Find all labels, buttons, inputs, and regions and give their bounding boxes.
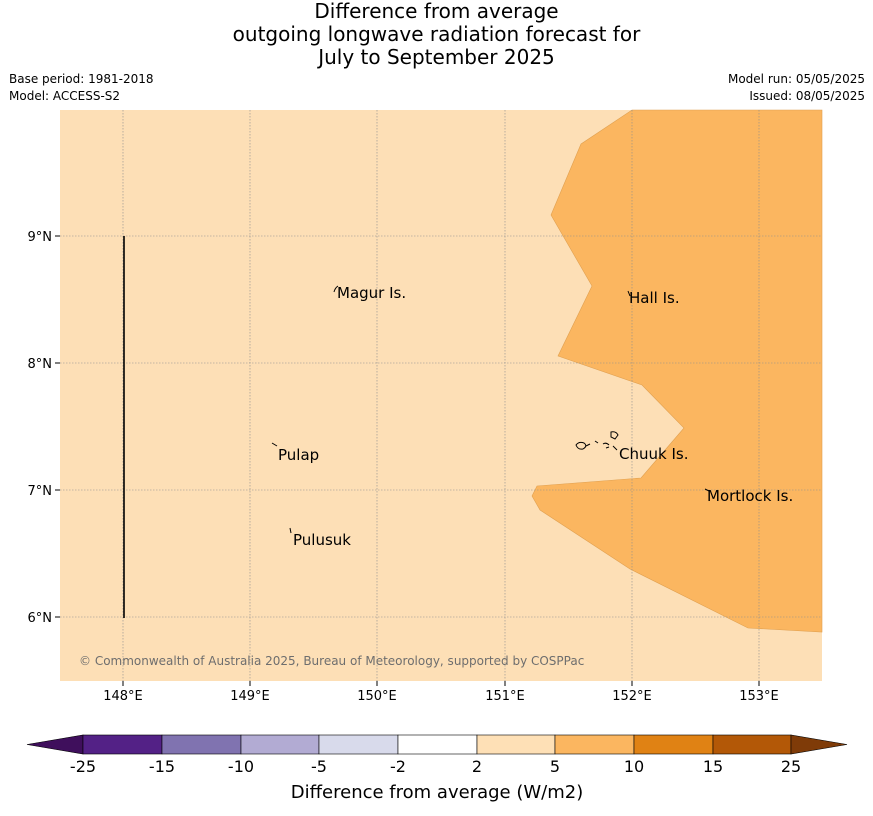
lon-label-152: 152°E [612, 689, 652, 704]
lon-label-150: 150°E [357, 689, 397, 704]
place-label-pulap: Pulap [278, 446, 319, 464]
colorbar-segment-7 [554, 734, 635, 755]
lon-label-148: 148°E [103, 689, 143, 704]
meta-left: Base period: 1981-2018 Model: ACCESS-S2 [9, 71, 154, 105]
colorbar-extend-high [790, 734, 848, 755]
map-title: Difference from average outgoing longwav… [0, 0, 873, 69]
place-label-mortlock: Mortlock Is. [707, 487, 793, 505]
title-line-2: outgoing longwave radiation forecast for [232, 22, 641, 46]
copyright-notice: © Commonwealth of Australia 2025, Bureau… [79, 654, 584, 668]
lat-label-9: 9°N [28, 230, 53, 245]
title-line-1: Difference from average [314, 0, 559, 23]
place-label-hall: Hall Is. [629, 289, 680, 307]
colorbar-segment-6 [476, 734, 556, 755]
colorbar-segment-9 [712, 734, 792, 755]
colorbar-label-3: -5 [311, 757, 327, 776]
place-label-pulusuk: Pulusuk [293, 531, 351, 549]
colorbar-label-0: -25 [70, 757, 96, 776]
tick-marks [55, 235, 760, 686]
colorbar-label-2: -10 [228, 757, 254, 776]
colorbar [26, 734, 848, 755]
colorbar-label-4: -2 [390, 757, 406, 776]
lat-label-8: 8°N [28, 357, 53, 372]
colorbar-segment-1 [82, 734, 163, 755]
meta-right: Model run: 05/05/2025 Issued: 08/05/2025 [728, 71, 865, 105]
colorbar-label-6: 5 [550, 757, 560, 776]
colorbar-segment-3 [240, 734, 320, 755]
issued-date: Issued: 08/05/2025 [749, 89, 865, 103]
model-run: Model run: 05/05/2025 [727, 72, 865, 86]
model-name: Model: ACCESS-S2 [9, 89, 121, 103]
colorbar-segment-4 [318, 734, 399, 755]
lat-label-7: 7°N [28, 484, 53, 499]
lon-label-151: 151°E [485, 689, 525, 704]
colorbar-label-8: 15 [703, 757, 723, 776]
colorbar-extend-low [26, 734, 84, 755]
colorbar-label-5: 2 [472, 757, 482, 776]
colorbar-label-1: -15 [149, 757, 175, 776]
colorbar-segment-8 [633, 734, 714, 755]
colorbar-segment-2 [161, 734, 242, 755]
colorbar-segment-5 [397, 734, 478, 755]
place-label-magur: Magur Is. [337, 284, 406, 302]
lat-label-6: 6°N [28, 611, 53, 626]
lon-label-149: 149°E [230, 689, 270, 704]
place-label-chuuk: Chuuk Is. [619, 445, 688, 463]
colorbar-label-7: 10 [624, 757, 644, 776]
lon-label-153: 153°E [739, 689, 779, 704]
graticule [60, 110, 822, 681]
anomaly-region-5-10 [531, 109, 823, 633]
island-outlines [271, 285, 710, 534]
colorbar-title: Difference from average (W/m2) [291, 782, 583, 803]
colorbar-label-9: 25 [781, 757, 801, 776]
base-period: Base period: 1981-2018 [9, 72, 154, 86]
title-line-3: July to September 2025 [318, 45, 555, 69]
